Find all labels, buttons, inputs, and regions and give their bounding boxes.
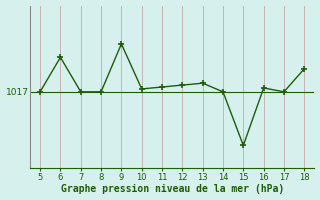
X-axis label: Graphe pression niveau de la mer (hPa): Graphe pression niveau de la mer (hPa) [60, 184, 284, 194]
